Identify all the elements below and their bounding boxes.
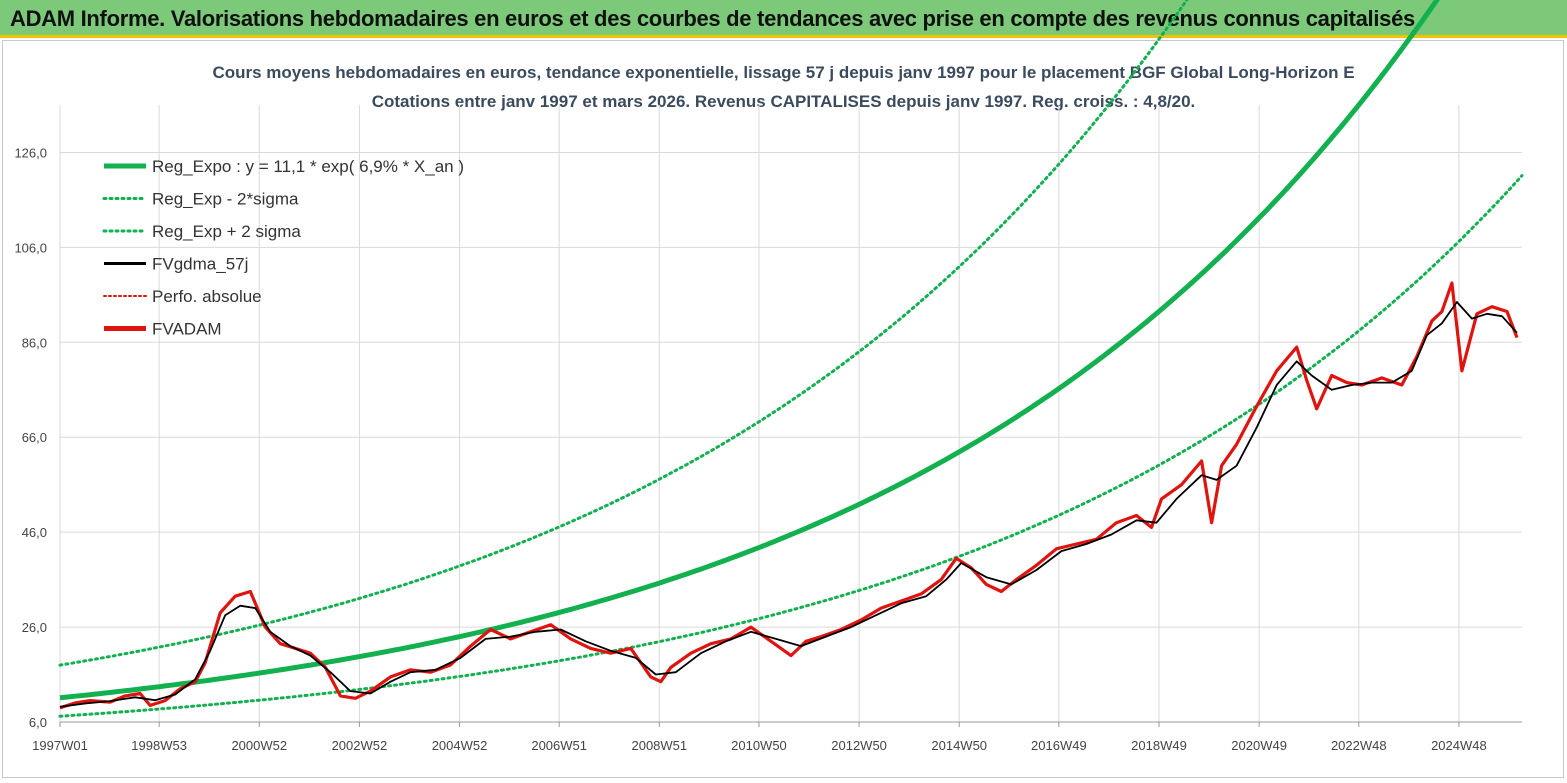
x-tick-label: 2014W50 — [931, 738, 987, 753]
chart-title-line-1: Cours moyens hebdomadaires en euros, ten… — [212, 63, 1355, 82]
y-tick-label: 126,0 — [14, 145, 47, 160]
legend-label: FVADAM — [152, 320, 222, 339]
chart-lines — [58, 0, 1524, 718]
series-fvadam — [59, 281, 1519, 710]
legend-label: FVgdma_57j — [152, 255, 248, 274]
y-tick-label: 106,0 — [14, 240, 47, 255]
series-fvgdma-57j — [59, 301, 1518, 708]
regression-line — [59, 0, 1440, 701]
x-tick-label: 2004W52 — [432, 738, 488, 753]
legend-label: Reg_Exp - 2*sigma — [152, 190, 299, 209]
legend-label: Perfo. absolue — [152, 287, 262, 306]
x-tick-label: 2006W51 — [531, 738, 587, 753]
y-tick-label: 66,0 — [22, 430, 47, 445]
chart-legend: Reg_Expo : y = 11,1 * exp( 6,9% * X_an )… — [102, 157, 464, 339]
y-tick-label: 6,0 — [29, 715, 47, 730]
x-tick-label: 2010W50 — [731, 738, 787, 753]
x-tick-label: 2012W50 — [831, 738, 887, 753]
legend-label: Reg_Expo : y = 11,1 * exp( 6,9% * X_an ) — [152, 157, 464, 176]
y-tick-label: 46,0 — [22, 525, 47, 540]
x-tick-label: 2018W49 — [1131, 738, 1187, 753]
chart-axes: 6,0 26,0 46,0 66,0 86,0 106,0 126,0 1997W01 1998… — [14, 145, 1522, 753]
x-tick-label: 1997W01 — [32, 738, 88, 753]
x-tick-label: 1998W53 — [131, 738, 187, 753]
x-tick-label: 2016W49 — [1031, 738, 1087, 753]
x-tick-label: 2020W49 — [1231, 738, 1287, 753]
y-tick-label: 26,0 — [22, 620, 47, 635]
x-tick-label: 2000W52 — [231, 738, 287, 753]
lower-sigma-line — [58, 174, 1524, 718]
x-tick-label: 2024W48 — [1431, 738, 1487, 753]
x-tick-label: 2002W52 — [332, 738, 388, 753]
chart-title-line-2: Cotations entre janv 1997 et mars 2026. … — [371, 92, 1196, 111]
x-tick-label: 2008W51 — [631, 738, 687, 753]
upper-sigma-line — [58, 0, 1189, 667]
chart-frame — [2, 40, 1564, 778]
y-tick-label: 86,0 — [22, 335, 47, 350]
x-tick-label: 2022W48 — [1331, 738, 1387, 753]
legend-label: Reg_Exp + 2 sigma — [152, 222, 301, 241]
